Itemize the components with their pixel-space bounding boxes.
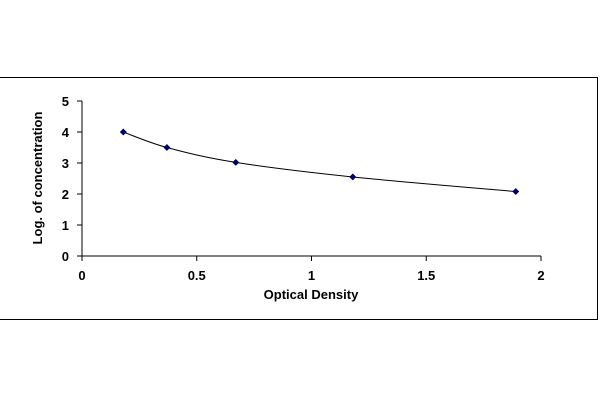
x-axis-title: Optical Density: [264, 287, 359, 302]
x-tick-label: 1.5: [417, 268, 435, 283]
data-point-marker: [232, 158, 240, 166]
data-point-marker: [512, 187, 520, 196]
chart-frame: [0, 77, 598, 320]
x-tick-label: 0: [78, 268, 85, 283]
y-tick-label: 1: [62, 218, 69, 233]
series-layer: [119, 128, 520, 196]
data-point-marker: [163, 143, 171, 152]
y-tick-label: 0: [62, 249, 69, 264]
data-point-marker: [349, 173, 357, 181]
y-tick-label: 2: [62, 187, 69, 202]
x-tick-label: 0.5: [188, 268, 206, 283]
x-axis: 0 0.5 1 1.5 2: [78, 255, 545, 283]
y-tick-label: 4: [62, 125, 70, 140]
x-tick-label: 2: [537, 268, 544, 283]
y-tick-label: 3: [62, 156, 69, 171]
y-tick-label: 5: [62, 94, 69, 109]
y-axis-title: Log. of concentration: [30, 112, 45, 245]
series-line: [123, 131, 516, 193]
y-axis: 0 1 2 3 4 5: [62, 94, 83, 264]
x-tick-label: 1: [308, 268, 315, 283]
data-point-marker: [119, 128, 127, 136]
